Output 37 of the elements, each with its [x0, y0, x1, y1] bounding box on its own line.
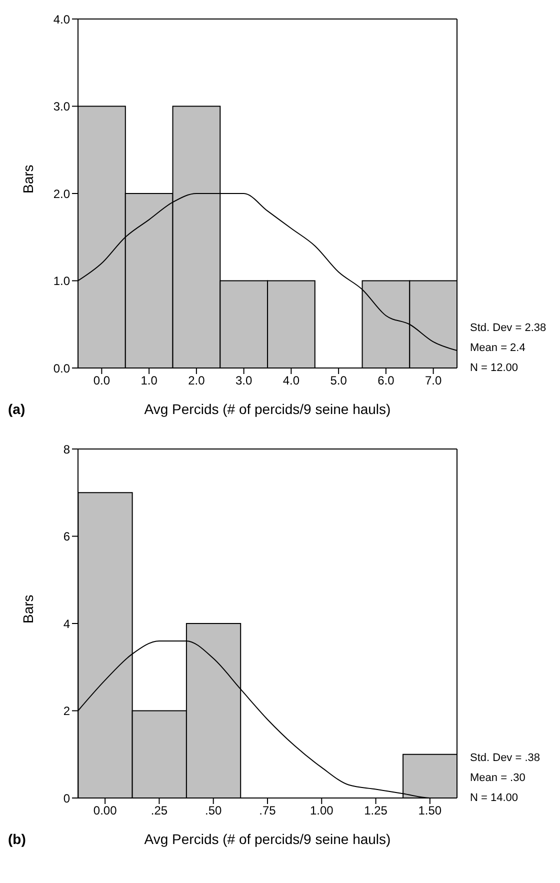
x-tick-label: 1.00 [310, 804, 334, 818]
x-tick-label: 7.0 [424, 374, 442, 388]
x-tick-label: .25 [150, 804, 168, 818]
x-tick-label: 1.25 [364, 804, 388, 818]
y-axis-title: Bars [20, 594, 36, 624]
x-axis-title: Avg Percids (# of percids/9 seine hauls) [143, 831, 392, 847]
text: Std. Dev = .38 [470, 751, 540, 766]
x-tick-label: 3.0 [235, 374, 252, 388]
x-tick-label: 6.0 [378, 374, 395, 388]
y-tick-label: 2 [63, 704, 70, 718]
text: Std. Dev = 2.38 [470, 321, 546, 336]
x-tick-label: 4.0 [282, 374, 300, 388]
x-tick-label: 5.0 [330, 374, 348, 388]
y-tick-label: 0.0 [53, 361, 70, 376]
y-tick-label: 3.0 [53, 100, 70, 114]
y-tick-label: 8 [63, 442, 70, 456]
y-tick-label: 2.0 [53, 186, 70, 201]
x-tick-label: 2.0 [188, 374, 206, 388]
y-tick-label: 0 [63, 791, 70, 806]
y-tick-label: 4 [63, 616, 70, 631]
x-tick-label: 0.0 [93, 374, 110, 388]
text: (a) [8, 401, 26, 417]
text: N = 14.00 [470, 791, 520, 806]
x-tick-label: .50 [205, 804, 222, 818]
y-tick-label: 6 [63, 530, 70, 544]
y-tick-label: 1.0 [53, 274, 70, 288]
y-axis-title: Bars [20, 164, 36, 194]
text: (b) [8, 831, 26, 847]
x-tick-label: 1.0 [140, 374, 158, 388]
x-axis-title: Avg Percids (# of percids/9 seine hauls) [143, 401, 392, 417]
text: N = 12.00 [470, 361, 520, 376]
x-tick-label: 0.00 [93, 804, 118, 818]
text: Mean = .30 [470, 771, 526, 786]
text: Mean = 2.4 [470, 341, 526, 356]
y-tick-label: 4.0 [53, 12, 70, 26]
x-tick-label: 1.50 [418, 804, 442, 818]
x-tick-label: .75 [259, 804, 276, 818]
